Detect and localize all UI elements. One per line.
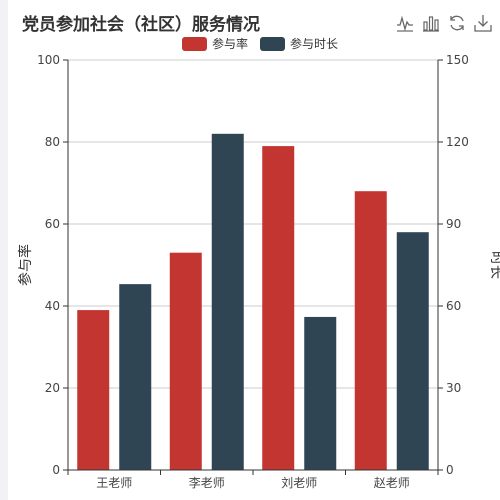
chart-toolbox (396, 14, 492, 32)
line-chart-icon[interactable] (396, 14, 414, 32)
legend-label-duration: 参与时长 (290, 37, 339, 51)
restore-icon[interactable] (448, 14, 466, 32)
legend-swatch-rate (182, 36, 207, 51)
bars (77, 133, 429, 471)
bar-participation-rate (262, 146, 295, 470)
page-side-strip (0, 0, 8, 500)
y-right-tick-label: 150 (446, 53, 469, 67)
bar-participation-rate (77, 310, 110, 470)
y-right-tick-label: 90 (446, 217, 461, 231)
legend-item-rate[interactable]: 参与率 (182, 35, 248, 52)
bar-participation-duration (119, 284, 152, 470)
x-tick-label: 李老师 (189, 475, 225, 490)
x-tick-label: 刘老师 (281, 476, 317, 490)
legend-swatch-duration (260, 36, 286, 51)
bar-participation-rate (169, 252, 202, 470)
legend-item-duration[interactable]: 参与时长 (260, 35, 338, 52)
y-axis-right-label: 时长 (488, 251, 500, 279)
bar-participation-rate (354, 191, 387, 470)
bar-participation-duration (396, 232, 429, 470)
y-right-tick-label: 60 (446, 299, 461, 313)
bar-participation-duration (304, 316, 337, 470)
y-left-tick-label: 40 (45, 299, 60, 313)
y-left-tick-label: 60 (45, 217, 60, 231)
y-left-tick-label: 100 (37, 53, 60, 67)
y-axis-left-label: 参与率 (17, 244, 34, 286)
chart-title: 党员参加社会（社区）服务情况 (22, 15, 260, 35)
x-tick-label: 赵老师 (374, 476, 410, 490)
chart-legend: 参与率 参与时长 (182, 35, 338, 52)
bar-participation-duration (211, 133, 244, 471)
y-right-tick-label: 120 (446, 135, 469, 149)
save-image-icon[interactable] (474, 14, 492, 32)
y-left-tick-label: 80 (45, 135, 60, 149)
y-left-tick-label: 0 (52, 463, 60, 477)
y-left-tick-label: 20 (45, 381, 60, 395)
legend-label-rate: 参与率 (212, 37, 249, 51)
y-right-tick-label: 0 (446, 463, 454, 477)
y-right-tick-label: 30 (446, 381, 461, 395)
x-tick-label: 王老师 (96, 476, 132, 490)
bar-chart-icon[interactable] (422, 14, 440, 32)
axes: 0 20 40 60 80 100 0 30 60 90 120 150 王老师 李老师 刘老师 赵老师 (37, 53, 469, 490)
